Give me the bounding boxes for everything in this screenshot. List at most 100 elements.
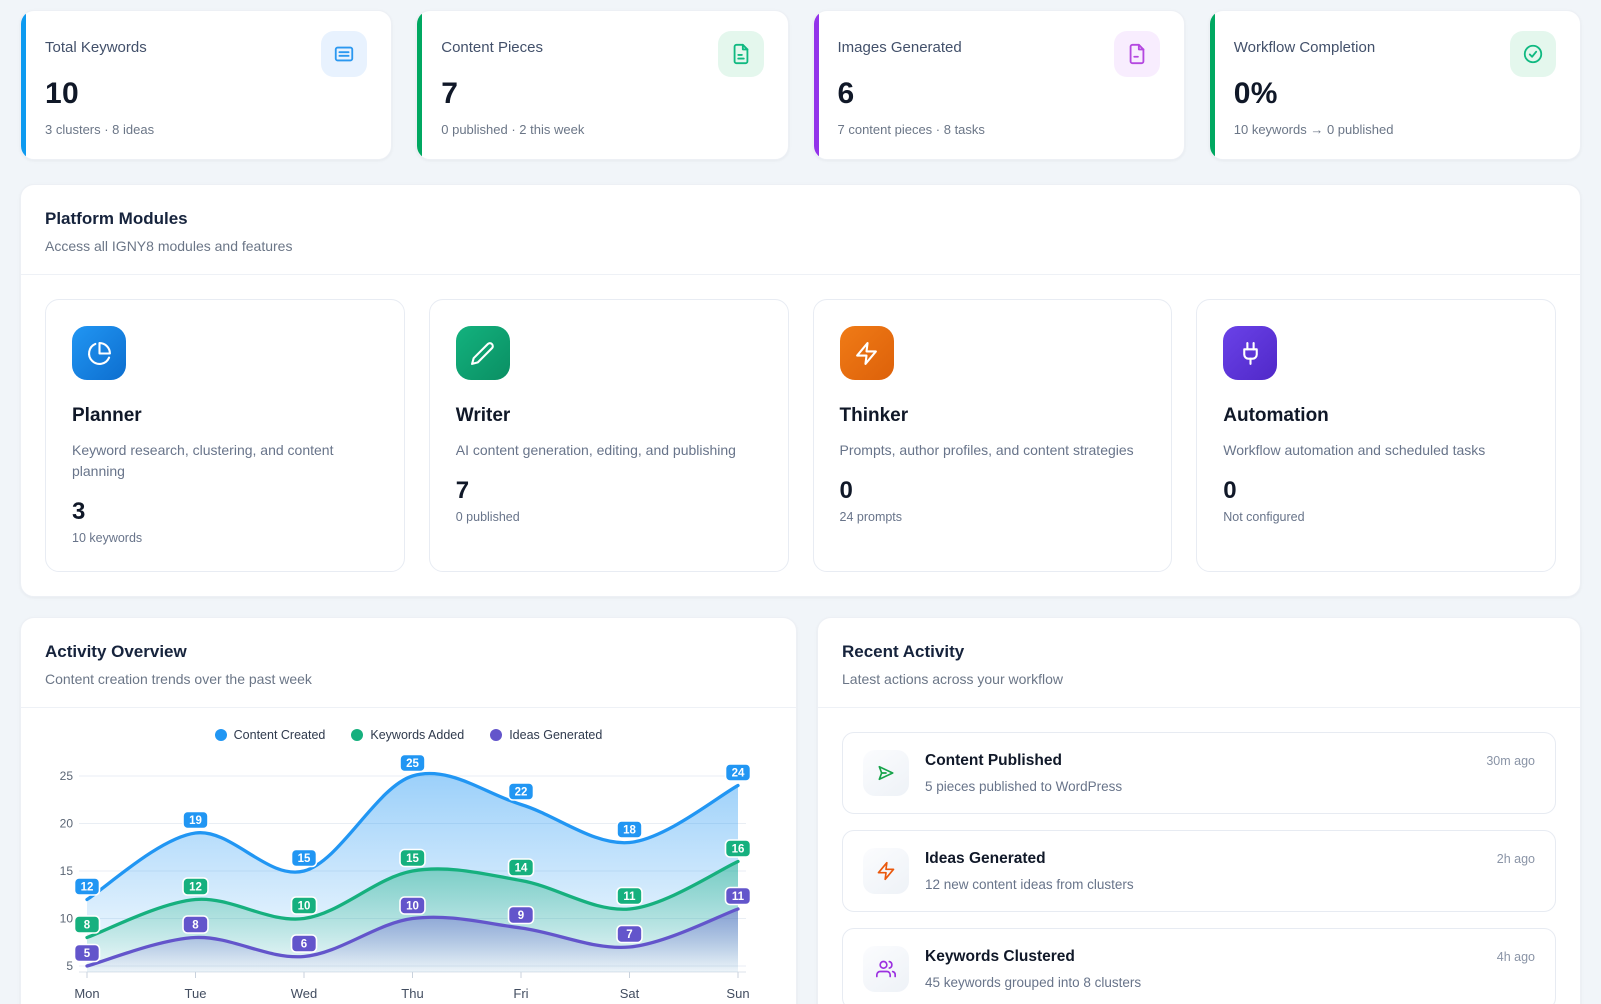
zap-icon — [863, 848, 909, 894]
svg-text:8: 8 — [84, 920, 91, 932]
accent-stripe — [417, 11, 423, 159]
activity-description: 12 new content ideas from clusters — [925, 877, 1134, 892]
legend-label: Content Created — [233, 728, 326, 742]
module-stat: 0 — [839, 477, 853, 504]
svg-text:10: 10 — [60, 912, 74, 926]
svg-text:14: 14 — [515, 863, 528, 875]
svg-text:16: 16 — [732, 844, 745, 856]
platform-modules-panel: Platform Modules Access all IGNY8 module… — [20, 184, 1581, 597]
activity-item-content-published[interactable]: Content Published 5 pieces published to … — [842, 732, 1556, 814]
pencil-icon — [455, 326, 510, 380]
module-stat-label: 10 keywords — [72, 531, 143, 545]
accent-stripe — [813, 11, 819, 159]
module-description: Keyword research, clustering, and conten… — [72, 442, 334, 479]
svg-text:15: 15 — [406, 853, 419, 865]
activity-description: 5 pieces published to WordPress — [925, 779, 1123, 794]
stat-value: 0% — [1233, 77, 1278, 110]
chart-legend: Content Created Keywords Added Ideas Gen… — [21, 708, 796, 748]
module-title: Automation — [1223, 405, 1329, 426]
svg-text:11: 11 — [623, 891, 636, 903]
stat-card-workflow-completion: Workflow Completion 0% 10 keywords → 0 p… — [1208, 10, 1581, 160]
stat-title: Images Generated — [837, 39, 962, 56]
svg-text:Mon: Mon — [74, 986, 99, 1001]
svg-text:20: 20 — [60, 817, 74, 831]
stat-title: Content Pieces — [441, 39, 543, 56]
image-file-icon — [1113, 31, 1160, 77]
stat-value: 7 — [441, 77, 459, 110]
section-title: Recent Activity — [842, 642, 965, 661]
legend-dot — [214, 729, 227, 741]
stats-row: Total Keywords 10 3 clusters · 8 ideas C… — [20, 10, 1581, 160]
module-title: Planner — [72, 405, 142, 426]
module-stat: 0 — [1223, 477, 1237, 504]
stat-value: 6 — [837, 77, 855, 110]
activity-title: Ideas Generated — [925, 850, 1046, 867]
svg-text:24: 24 — [732, 768, 745, 780]
modules-grid: Planner Keyword research, clustering, an… — [45, 299, 1556, 572]
legend-item-content-created[interactable]: Content Created — [214, 728, 326, 742]
section-subtitle: Access all IGNY8 modules and features — [45, 238, 293, 254]
svg-text:Fri: Fri — [513, 986, 528, 1001]
accent-stripe — [1209, 11, 1215, 159]
stat-title: Total Keywords — [45, 39, 147, 56]
module-card-automation[interactable]: Automation Workflow automation and sched… — [1196, 299, 1556, 572]
svg-text:Sat: Sat — [620, 986, 640, 1001]
legend-dot — [490, 729, 503, 741]
module-card-planner[interactable]: Planner Keyword research, clustering, an… — [45, 299, 405, 572]
svg-text:19: 19 — [189, 815, 202, 827]
module-stat-label: 0 published — [455, 510, 520, 524]
svg-text:10: 10 — [298, 901, 311, 913]
activity-area-chart: 5 10 15 20 25 Mon Tue Wed Thu Fri Sat Sun 12 19 15 25 22… — [21, 748, 796, 1004]
svg-text:Tue: Tue — [185, 986, 207, 1001]
activity-overview-panel: Activity Overview Content creation trend… — [20, 617, 797, 1004]
svg-text:22: 22 — [515, 787, 528, 799]
stat-title: Workflow Completion — [1233, 39, 1376, 56]
accent-stripe — [21, 11, 26, 159]
module-title: Writer — [455, 405, 511, 426]
legend-item-ideas-generated[interactable]: Ideas Generated — [490, 728, 602, 742]
activity-timestamp: 4h ago — [1496, 950, 1535, 964]
activity-timestamp: 2h ago — [1496, 852, 1535, 866]
module-card-thinker[interactable]: Thinker Prompts, author profiles, and co… — [812, 299, 1173, 572]
svg-text:Wed: Wed — [291, 986, 318, 1001]
svg-text:15: 15 — [298, 853, 311, 865]
activity-timestamp: 30m ago — [1486, 754, 1535, 768]
list-icon — [321, 31, 368, 77]
module-title: Thinker — [839, 405, 909, 426]
svg-text:9: 9 — [518, 910, 524, 922]
svg-text:7: 7 — [626, 929, 632, 941]
stat-card-images-generated: Images Generated 6 7 content pieces · 8 … — [812, 10, 1185, 160]
activity-title: Keywords Clustered — [925, 948, 1075, 965]
svg-text:Sun: Sun — [726, 986, 749, 1001]
file-text-icon — [717, 31, 764, 77]
activity-item-keywords-clustered[interactable]: Keywords Clustered 45 keywords grouped i… — [842, 928, 1556, 1004]
svg-text:5: 5 — [84, 948, 91, 960]
stat-subtitle: 3 clusters · 8 ideas — [45, 122, 155, 137]
activity-title: Content Published — [925, 752, 1062, 769]
svg-text:5: 5 — [66, 959, 73, 973]
legend-item-keywords-added[interactable]: Keywords Added — [351, 728, 464, 742]
module-stat-label: 24 prompts — [839, 510, 903, 524]
activity-description: 45 keywords grouped into 8 clusters — [925, 975, 1142, 990]
pie-chart-icon — [72, 326, 126, 380]
stat-card-total-keywords: Total Keywords 10 3 clusters · 8 ideas — [20, 10, 393, 160]
svg-text:6: 6 — [301, 939, 307, 951]
stat-subtitle: 0 published · 2 this week — [441, 122, 585, 137]
users-icon — [863, 946, 909, 992]
svg-text:10: 10 — [406, 901, 419, 913]
activity-item-ideas-generated[interactable]: Ideas Generated 12 new content ideas fro… — [842, 830, 1556, 912]
module-description: Prompts, author profiles, and content st… — [839, 442, 1134, 458]
section-subtitle: Latest actions across your workflow — [842, 671, 1063, 687]
svg-text:8: 8 — [192, 920, 199, 932]
check-circle-icon — [1510, 31, 1556, 77]
plug-icon — [1223, 326, 1278, 380]
stat-value: 10 — [45, 77, 79, 110]
legend-dot — [351, 729, 364, 741]
stat-card-content-pieces: Content Pieces 7 0 published · 2 this we… — [416, 10, 789, 160]
activity-list: Content Published 5 pieces published to … — [818, 708, 1580, 1004]
svg-text:25: 25 — [406, 758, 419, 770]
stat-subtitle: 10 keywords → 0 published — [1233, 122, 1394, 137]
module-stat-label: Not configured — [1223, 510, 1305, 524]
module-card-writer[interactable]: Writer AI content generation, editing, a… — [428, 299, 789, 572]
send-icon — [863, 750, 909, 796]
